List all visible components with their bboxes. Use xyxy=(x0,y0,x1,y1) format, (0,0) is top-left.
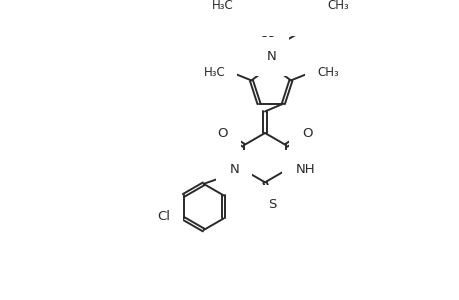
Text: O: O xyxy=(301,127,312,140)
Text: NH: NH xyxy=(295,164,314,176)
Text: N: N xyxy=(229,164,239,176)
Text: Cl: Cl xyxy=(157,211,169,224)
Text: N: N xyxy=(266,50,275,63)
Text: S: S xyxy=(268,198,276,211)
Text: CH₃: CH₃ xyxy=(326,0,348,12)
Text: H₃C: H₃C xyxy=(203,66,225,79)
Text: CH₃: CH₃ xyxy=(316,66,338,79)
Text: H₃C: H₃C xyxy=(212,0,233,12)
Text: O: O xyxy=(217,127,228,140)
